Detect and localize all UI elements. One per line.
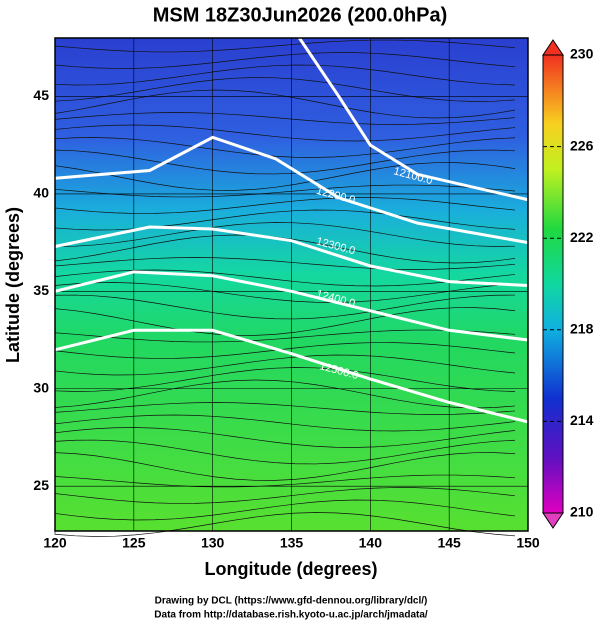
streamline: [54, 402, 516, 415]
streamline: [54, 64, 516, 86]
x-tick-label: 140: [359, 535, 383, 551]
y-tick-label: 45: [33, 87, 49, 103]
y-tick-label: 30: [33, 379, 49, 395]
streamline: [54, 257, 516, 270]
y-tick-label: 40: [33, 185, 49, 201]
streamline: [54, 367, 516, 392]
streamline: [54, 149, 516, 175]
streamline: [54, 197, 516, 214]
colorbar-tick-label: 230: [570, 46, 594, 62]
x-axis-label: Longitude (degrees): [204, 559, 377, 579]
colorbar-min-arrow: [542, 512, 564, 529]
contour-line: [54, 135, 529, 245]
streamline: [54, 222, 516, 247]
streamline: [54, 379, 516, 409]
streamline: [54, 307, 516, 336]
y-tick-label: 35: [33, 282, 49, 298]
y-axis-label: Latitude (degrees): [3, 207, 23, 363]
streamline: [54, 112, 516, 125]
colorbar-max-arrow: [542, 39, 564, 56]
streamline: [54, 184, 516, 198]
contour-line: [54, 328, 529, 424]
streamline: [54, 137, 516, 158]
streamline: [54, 162, 516, 191]
x-tick-label: 120: [43, 535, 67, 551]
y-tick-label: 25: [33, 477, 49, 493]
x-tick-label: 125: [122, 535, 146, 551]
streamline: [54, 269, 516, 287]
credit: Data from http://database.rish.kyoto-u.a…: [154, 610, 428, 621]
x-tick-label: 150: [516, 535, 540, 551]
colorbar-tick-label: 222: [570, 229, 594, 245]
title: MSM 18Z30Jun2026 (200.0hPa): [153, 4, 448, 26]
streamline: [54, 39, 516, 53]
streamline: [54, 427, 516, 448]
colorbar-tick-label: 214: [570, 412, 594, 428]
x-tick-label: 130: [201, 535, 225, 551]
streamline: [54, 124, 516, 142]
colorbar: [542, 54, 564, 514]
streamline: [54, 329, 516, 343]
contour-line: [298, 37, 529, 202]
colorbar-tick-label: 210: [570, 504, 594, 520]
streamline: [54, 52, 516, 69]
contour-line: [54, 225, 529, 287]
streamline: [54, 499, 516, 521]
streamline: [54, 89, 516, 119]
streamline: [54, 282, 516, 303]
streamline: [54, 77, 516, 102]
streamline: [54, 439, 516, 465]
streamline: [54, 414, 516, 432]
plot-frame: [54, 37, 529, 532]
colorbar-tick-label: 226: [570, 137, 594, 153]
x-tick-label: 145: [437, 535, 461, 551]
streamline: [54, 294, 516, 320]
credit: Drawing by DCL (https://www.gfd-dennou.o…: [155, 596, 428, 607]
colorbar-tick-label: 218: [570, 321, 594, 337]
streamline: [54, 512, 516, 537]
x-tick-label: 135: [280, 535, 304, 551]
streamline: [54, 487, 516, 504]
streamline: [54, 452, 516, 481]
streamline: [54, 209, 516, 231]
contour-line: [54, 270, 529, 342]
streamline: [54, 354, 516, 376]
streamline: [54, 474, 516, 488]
